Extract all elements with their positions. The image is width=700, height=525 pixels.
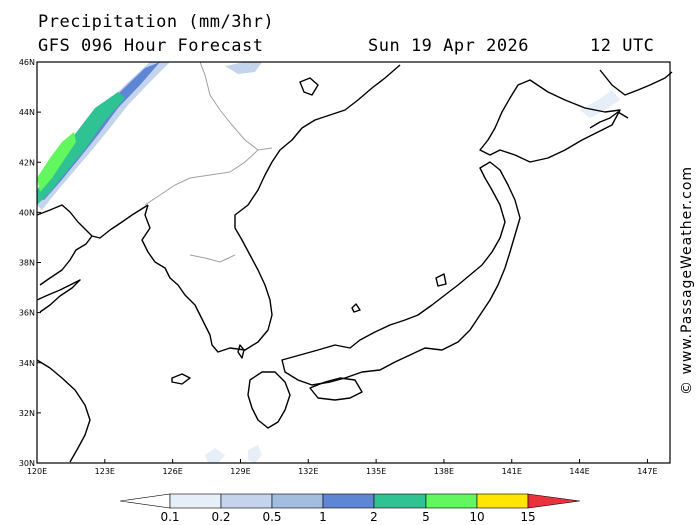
border-korea-dmz <box>189 254 236 263</box>
colorbar-bin <box>271 493 324 509</box>
country-borders <box>144 61 273 263</box>
colorbar-bin <box>373 493 427 509</box>
coast-liaodong <box>91 204 149 239</box>
latitude-axis: 46N 44N 42N 40N 38N 36N 34N 32N 30N <box>19 58 41 468</box>
coast-shandong <box>36 279 81 313</box>
lon-label: 129E <box>230 467 250 476</box>
lat-label: 36N <box>19 309 35 318</box>
map-title: Precipitation (mm/3hr) <box>38 12 275 32</box>
map-frame <box>36 61 671 464</box>
lat-label: 30N <box>19 459 35 468</box>
coast-hokkaido <box>479 79 621 163</box>
island-russia-bay <box>299 77 319 96</box>
lat-label: 42N <box>19 158 35 167</box>
forecast-time: 12 UTC <box>590 36 655 56</box>
forecast-date: Sun 19 Apr 2026 <box>368 36 530 56</box>
island-jeju <box>171 373 191 385</box>
lon-label: 144E <box>569 467 589 476</box>
colorbar-bin <box>425 493 478 509</box>
colorbar-tick-label: 5 <box>422 510 430 524</box>
colorbar-tick-label: 15 <box>520 510 536 524</box>
colorbar-min-arrow <box>119 493 171 509</box>
border-china-korea <box>144 149 259 206</box>
lat-label: 40N <box>19 208 35 217</box>
coast-shikoku <box>309 377 363 401</box>
precip-patch-4 <box>248 445 262 463</box>
precip-band-green <box>37 132 76 192</box>
colorbar-tick-label: 0.5 <box>262 510 282 524</box>
border-china-russia <box>199 61 273 151</box>
colorbar-tick-label: 2 <box>370 510 378 524</box>
lon-label: 141E <box>502 467 522 476</box>
colorbar-tick-label: 1 <box>319 510 327 524</box>
colorbar-bin <box>220 493 273 509</box>
precip-patch-3 <box>205 448 225 463</box>
forecast-subtitle: GFS 096 Hour Forecast <box>38 36 264 56</box>
coastlines <box>36 64 673 463</box>
island-oki <box>351 303 361 313</box>
lat-label: 44N <box>19 108 35 117</box>
lon-label: 132E <box>298 467 318 476</box>
copyright-label: © www.PassageWeather.com <box>679 165 695 395</box>
coast-china-south <box>36 359 91 463</box>
precip-patch-2 <box>580 90 620 118</box>
lat-label: 46N <box>19 58 35 67</box>
precipitation-colorbar <box>119 493 581 509</box>
lat-label: 34N <box>19 359 35 368</box>
lon-label: 126E <box>162 467 182 476</box>
colorbar-bin <box>169 493 222 509</box>
coast-korea-west <box>141 64 401 353</box>
longitude-axis: 120E 123E 126E 129E 132E 135E 138E 141E 144E 147E <box>27 459 658 476</box>
colorbar-tick-label: 0.2 <box>211 510 231 524</box>
colorbar-max-arrow <box>527 493 581 509</box>
lon-label: 135E <box>366 467 386 476</box>
lon-label: 123E <box>95 467 115 476</box>
colorbar-tick-label: 0.1 <box>160 510 180 524</box>
precip-band-teal <box>37 92 125 205</box>
coast-china-bohai <box>36 204 93 286</box>
colorbar-tick-label: 10 <box>469 510 485 524</box>
colorbar-bin <box>476 493 529 509</box>
lon-label: 147E <box>637 467 657 476</box>
island-tsushima <box>237 344 245 359</box>
lon-label: 138E <box>434 467 454 476</box>
coast-kyushu <box>247 371 291 429</box>
coast-kurils <box>589 111 629 129</box>
precip-band-light <box>37 62 170 210</box>
colorbar-bin <box>322 493 375 509</box>
coast-sakhalin <box>599 69 673 96</box>
island-sado <box>435 273 447 287</box>
coast-honshu <box>281 161 521 386</box>
lat-label: 32N <box>19 409 35 418</box>
precip-patch-1 <box>225 62 262 74</box>
lon-label: 120E <box>27 467 47 476</box>
lat-label: 38N <box>19 259 35 268</box>
precip-shading <box>37 62 620 463</box>
